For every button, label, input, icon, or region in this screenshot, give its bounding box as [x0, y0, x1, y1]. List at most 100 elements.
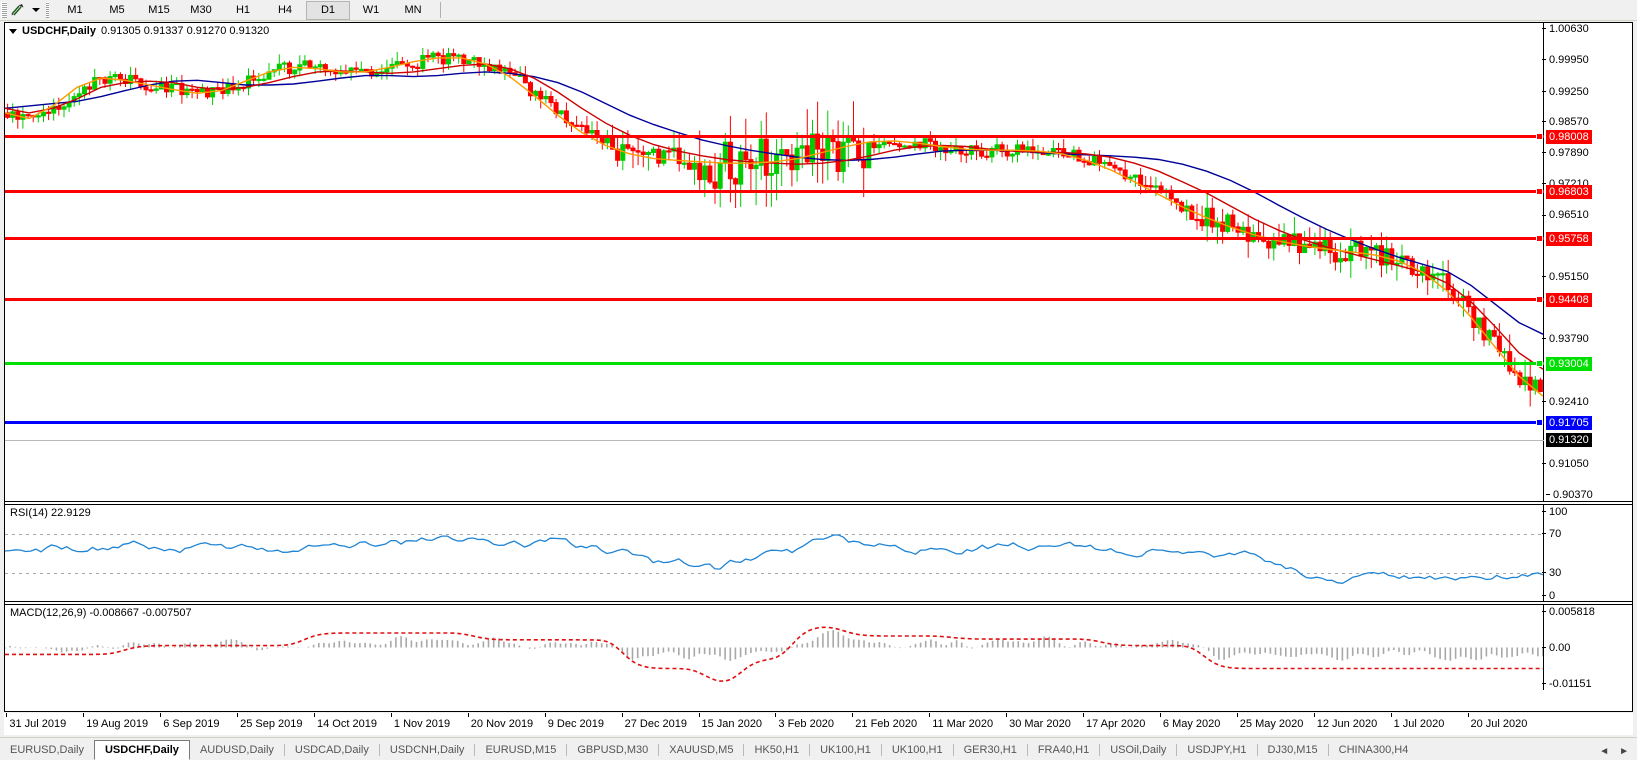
time-tick	[314, 713, 315, 717]
level-line-resistance[interactable]	[5, 135, 1544, 139]
level-line-support[interactable]	[5, 421, 1544, 425]
chart-tab-usdcnh-daily[interactable]: USDCNH,Daily	[389, 744, 465, 756]
level-line-last-price[interactable]	[5, 440, 1544, 442]
rsi-label: RSI(14) 22.9129	[10, 507, 93, 519]
chart-header: USDCHF,Daily 0.91305 0.91337 0.91270 0.9…	[9, 25, 270, 37]
level-handle[interactable]	[1536, 235, 1543, 243]
toolbar-grip[interactable]	[1, 2, 7, 18]
macd-tick-label: -0.01151	[1549, 678, 1592, 690]
time-tick	[1159, 713, 1161, 717]
price-tick-label: 0.92410	[1549, 395, 1589, 408]
time-tick	[83, 713, 85, 717]
timeframe-button-m5[interactable]: M5	[109, 3, 125, 16]
price-tick-label: 0.97890	[1549, 146, 1589, 159]
chart-tab-usoil-daily[interactable]: USOil,Daily	[1110, 744, 1167, 756]
chart-tab-china300-h4[interactable]: CHINA300,H4	[1338, 744, 1409, 756]
level-line-support[interactable]	[5, 362, 1544, 366]
timeframe-button-d1[interactable]: D1	[306, 0, 350, 20]
timeframe-button-h4[interactable]: H4	[277, 3, 293, 16]
level-handle[interactable]	[1536, 133, 1543, 141]
price-tick-label: 0.99950	[1549, 53, 1589, 66]
time-axis-label: 11 Mar 2020	[932, 718, 994, 730]
chart-frame[interactable]: USDCHF,Daily 0.91305 0.91337 0.91270 0.9…	[4, 22, 1633, 712]
time-axis-label: 20 Jul 2020	[1470, 718, 1528, 730]
tab-separator	[658, 744, 660, 756]
price-level-label-resistance: 0.98008	[1546, 129, 1592, 144]
time-axis-label: 9 Dec 2019	[547, 718, 604, 730]
level-handle[interactable]	[1536, 188, 1543, 196]
chart-tab-xauusd-m5[interactable]: XAUUSD,M5	[669, 744, 734, 756]
time-axis-label: 21 Feb 2020	[855, 718, 918, 730]
price-tick-label: 1.00630	[1549, 23, 1589, 36]
chart-tab-uk100-h1[interactable]: UK100,H1	[891, 744, 943, 756]
macd-tick-label: 0.00	[1549, 641, 1571, 654]
chart-tab-usdjpy-h1[interactable]: USDJPY,H1	[1187, 744, 1247, 756]
macd-pane[interactable]: MACD(12,26,9) -0.008667 -0.007507 0.0058…	[5, 604, 1632, 690]
time-axis-label: 20 Nov 2019	[470, 718, 534, 730]
level-line-resistance[interactable]	[5, 190, 1544, 194]
time-tick	[544, 713, 546, 717]
rsi-scale: 100 70 30 0	[1542, 505, 1632, 602]
timeframe-button-m15[interactable]: M15	[148, 3, 170, 16]
tab-separator	[378, 744, 380, 756]
level-line-resistance[interactable]	[5, 298, 1544, 302]
top-toolbar: M1 M5 M15 M30 H1 H4 D1 W1 MN	[0, 0, 1637, 21]
price-level-label-support: 0.93004	[1546, 356, 1592, 371]
price-pane[interactable]: USDCHF,Daily 0.91305 0.91337 0.91270 0.9…	[5, 23, 1632, 502]
level-line-resistance[interactable]	[5, 237, 1544, 241]
chart-menu-caret-icon[interactable]	[9, 28, 17, 34]
level-handle[interactable]	[1536, 296, 1543, 304]
chart-tab-gbpusd-m30[interactable]: GBPUSD,M30	[577, 744, 649, 756]
toolbar-end-separator	[440, 2, 441, 18]
macd-label: MACD(12,26,9) -0.008667 -0.007507	[10, 607, 194, 619]
chart-tab-uk100-h1[interactable]: UK100,H1	[820, 744, 871, 756]
crosshair-pointer-icon[interactable]	[7, 1, 29, 19]
time-tick	[6, 713, 8, 717]
tab-separator	[1176, 744, 1178, 756]
macd-series-canvas	[5, 626, 1543, 682]
chart-tab-audusd-daily[interactable]: AUDUSD,Daily	[199, 744, 274, 756]
rsi-tick-label: 30	[1549, 566, 1562, 579]
time-tick	[160, 713, 162, 717]
time-tick	[1083, 713, 1084, 717]
level-handle[interactable]	[1536, 419, 1543, 427]
chart-tab-dj30-m15[interactable]: DJ30,M15	[1267, 744, 1318, 756]
chart-tab-eurusd-m15[interactable]: EURUSD,M15	[485, 744, 557, 756]
timeframe-button-w1[interactable]: W1	[362, 3, 380, 16]
time-axis-label: 3 Feb 2020	[778, 718, 835, 730]
rsi-pane[interactable]: RSI(14) 22.9129 100 70 30 0	[5, 504, 1632, 602]
level-handle[interactable]	[1536, 360, 1543, 368]
rsi-tick: 30	[1542, 567, 1561, 579]
tab-separator	[952, 744, 954, 756]
rsi-series-canvas	[5, 534, 1543, 584]
time-axis[interactable]: 31 Jul 2019 19 Aug 2019 6 Sep 2019 25 Sep 2…	[4, 713, 1633, 735]
chart-tab-eurusd-daily[interactable]: EURUSD,Daily	[10, 744, 84, 756]
rsi-tick-label: 100	[1549, 506, 1568, 518]
timeframe-button-h1[interactable]: H1	[235, 3, 251, 16]
price-tick: 1.00630	[1542, 23, 1589, 35]
time-axis-label: 14 Oct 2019	[317, 718, 377, 730]
ohlc-values: 0.91305 0.91337 0.91270 0.91320	[100, 25, 270, 37]
tab-separator	[1327, 744, 1329, 756]
time-tick	[1467, 713, 1469, 717]
price-tick-label: 0.91050	[1549, 457, 1589, 470]
price-tick: 0.98570	[1542, 116, 1589, 128]
rsi-tick: 100	[1542, 506, 1567, 518]
chart-tab-usdchf-daily[interactable]: USDCHF,Daily	[93, 740, 190, 760]
chart-tab-usdcad-daily[interactable]: USDCAD,Daily	[294, 744, 369, 756]
timeframe-button-m1[interactable]: M1	[67, 3, 83, 16]
timeframe-button-m30[interactable]: M30	[190, 3, 212, 16]
chart-tab-ger30-h1[interactable]: GER30,H1	[963, 744, 1017, 756]
toolbar-dropdown-caret-icon[interactable]	[29, 1, 43, 19]
price-axis-line	[1543, 23, 1544, 501]
chart-tab-hk50-h1[interactable]: HK50,H1	[754, 744, 800, 756]
timeframe-button-mn[interactable]: MN	[404, 3, 422, 16]
tab-separator	[1026, 744, 1028, 756]
chart-tab-fra40-h1[interactable]: FRA40,H1	[1037, 744, 1090, 756]
price-series-canvas	[5, 47, 1543, 407]
macd-axis-line	[1543, 605, 1544, 690]
tab-scroll-left-icon[interactable]: ◄	[1599, 746, 1610, 757]
tab-scroll-right-icon[interactable]: ►	[1619, 746, 1629, 757]
price-tick: 0.92410	[1542, 396, 1589, 408]
price-tick: 0.93790	[1542, 333, 1589, 345]
